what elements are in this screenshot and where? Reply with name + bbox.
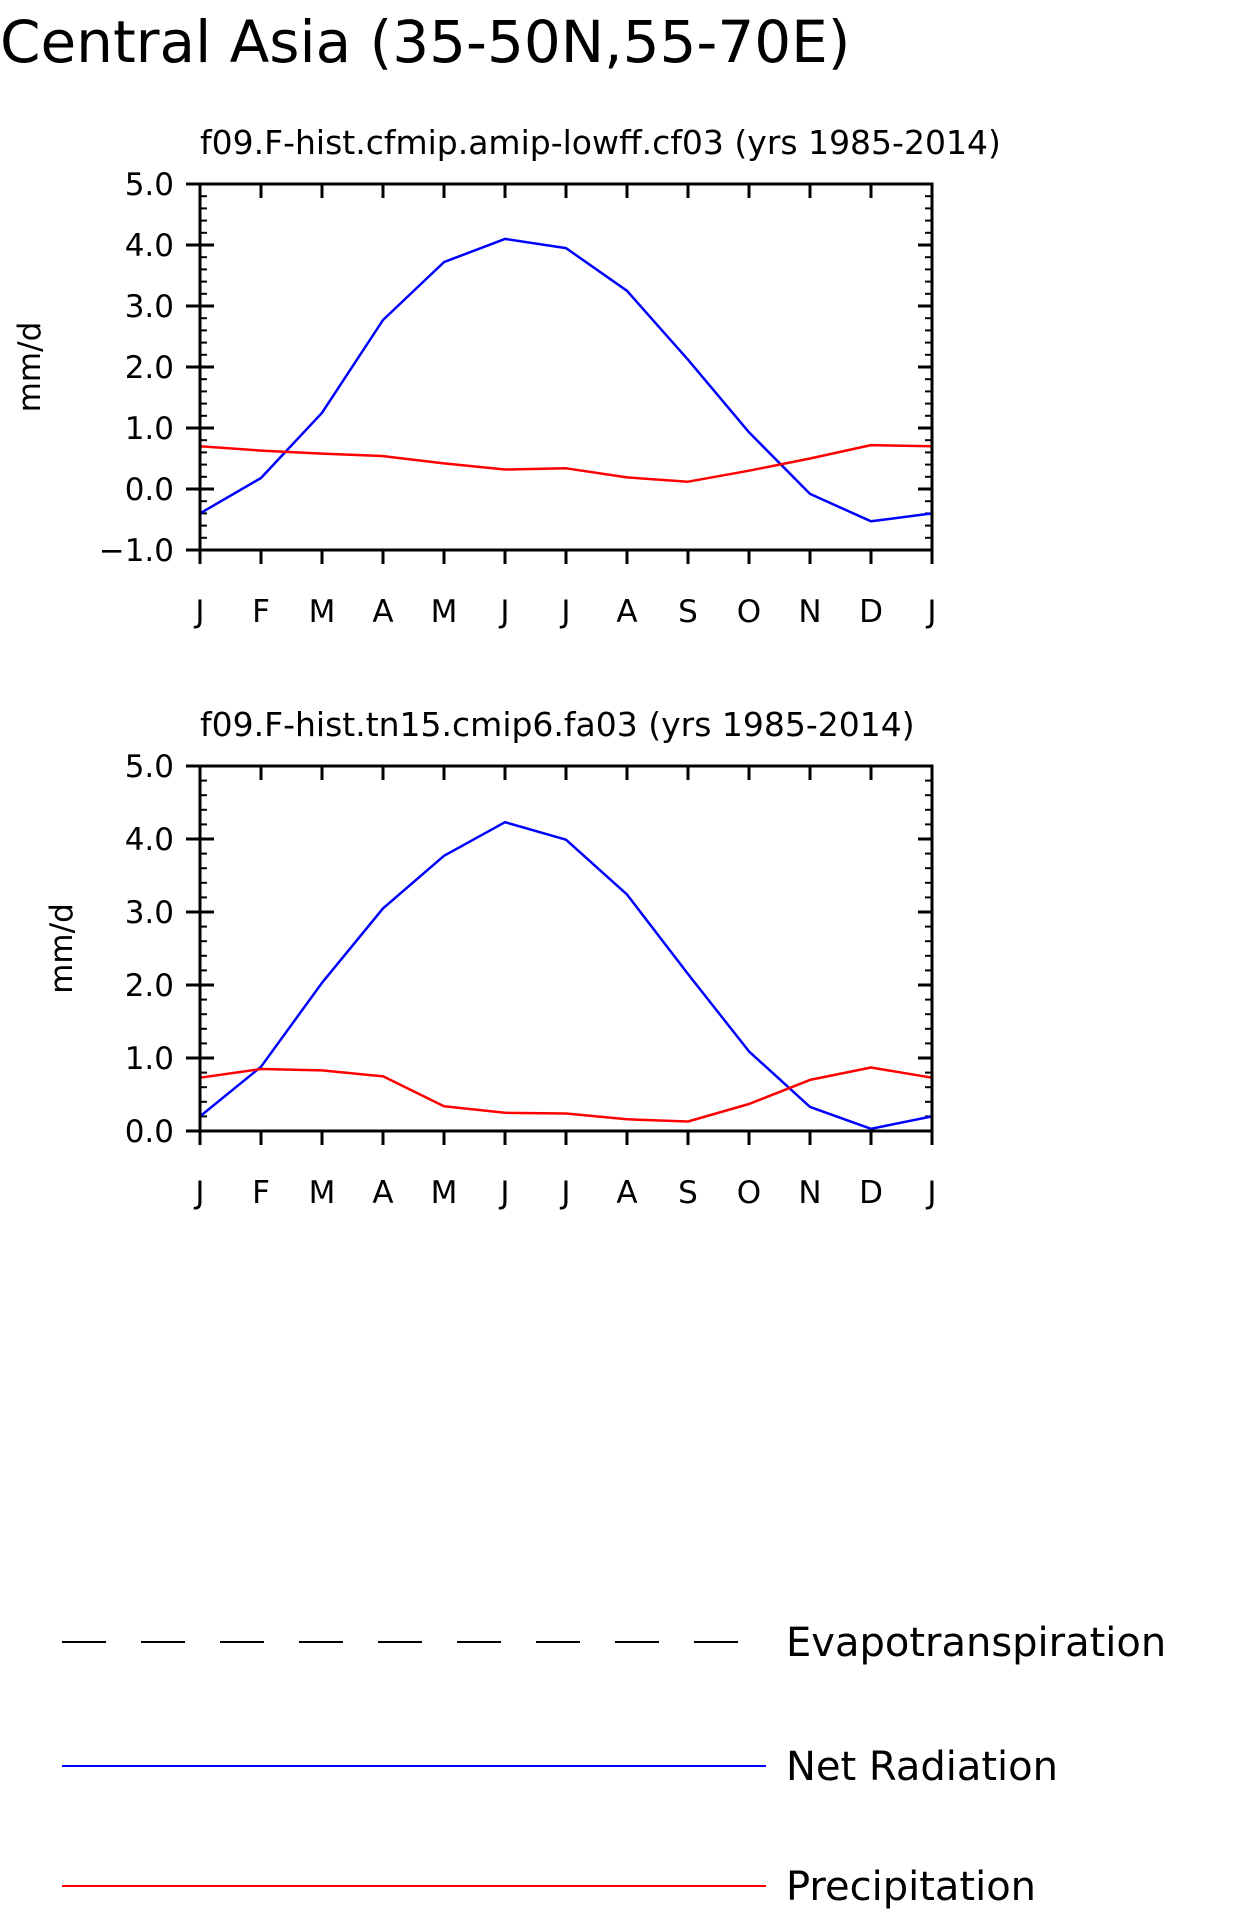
y-axis-label: mm/d bbox=[12, 322, 48, 413]
y-tick-label: −1.0 bbox=[99, 533, 174, 569]
y-axis-label: mm/d bbox=[44, 903, 80, 994]
y-tick-label: 3.0 bbox=[125, 289, 174, 325]
panel-title: f09.F-hist.cfmip.amip-lowff.cf03 (yrs 19… bbox=[200, 123, 1001, 162]
y-tick-label: 5.0 bbox=[125, 749, 174, 785]
x-tick-label: J bbox=[925, 594, 936, 630]
y-tick-label: 0.0 bbox=[125, 1114, 174, 1150]
x-tick-label: N bbox=[798, 1175, 821, 1211]
x-tick-label: O bbox=[737, 594, 761, 630]
x-tick-label: M bbox=[431, 1175, 458, 1211]
panel-title: f09.F-hist.tn15.cmip6.fa03 (yrs 1985-201… bbox=[200, 705, 915, 744]
x-tick-label: F bbox=[252, 594, 270, 630]
x-tick-label: J bbox=[559, 594, 570, 630]
x-tick-label: M bbox=[309, 1175, 336, 1211]
chart-panel-1: f09.F-hist.cfmip.amip-lowff.cf03 (yrs 19… bbox=[12, 123, 1001, 630]
x-tick-label: F bbox=[252, 1175, 270, 1211]
series-line-net-radiation bbox=[199, 820, 933, 1131]
plot-frame bbox=[198, 182, 934, 552]
x-tick-label: A bbox=[616, 594, 637, 630]
plot-frame bbox=[198, 764, 934, 1133]
x-tick-label: N bbox=[798, 594, 821, 630]
x-tick-label: O bbox=[737, 1175, 761, 1211]
x-tick-label: S bbox=[678, 1175, 698, 1211]
y-tick-label: 0.0 bbox=[125, 472, 174, 508]
x-tick-label: S bbox=[678, 594, 698, 630]
legend: Evapotranspiration Net Radiation Precipi… bbox=[62, 1620, 1166, 1910]
legend-item-net-radiation: Net Radiation bbox=[62, 1744, 1058, 1790]
series-line-precipitation bbox=[199, 1066, 933, 1123]
y-tick-label: 2.0 bbox=[125, 350, 174, 386]
legend-item-evapotranspiration: Evapotranspiration bbox=[62, 1620, 1166, 1666]
chart-panel-2: f09.F-hist.tn15.cmip6.fa03 (yrs 1985-201… bbox=[44, 705, 937, 1211]
x-tick-label: D bbox=[859, 594, 883, 630]
x-tick-label: J bbox=[498, 594, 509, 630]
series-line-net-radiation bbox=[199, 237, 933, 523]
x-tick-label: M bbox=[431, 594, 458, 630]
x-tick-label: J bbox=[498, 1175, 509, 1211]
y-tick-label: 5.0 bbox=[125, 167, 174, 203]
y-tick-label: 4.0 bbox=[125, 228, 174, 264]
y-tick-label: 1.0 bbox=[125, 411, 174, 447]
x-tick-label: J bbox=[193, 594, 204, 630]
x-tick-label: M bbox=[309, 594, 336, 630]
x-tick-label: J bbox=[193, 1175, 204, 1211]
series-line-precipitation bbox=[199, 443, 933, 483]
figure-title: Central Asia (35-50N,55-70E) bbox=[0, 8, 850, 76]
x-tick-label: D bbox=[859, 1175, 883, 1211]
y-tick-label: 1.0 bbox=[125, 1041, 174, 1077]
x-tick-label: J bbox=[559, 1175, 570, 1211]
legend-label-net-radiation: Net Radiation bbox=[786, 1744, 1058, 1790]
x-tick-label: A bbox=[372, 594, 393, 630]
legend-label-precipitation: Precipitation bbox=[786, 1864, 1036, 1910]
x-tick-label: J bbox=[925, 1175, 936, 1211]
x-tick-label: A bbox=[616, 1175, 637, 1211]
x-tick-label: A bbox=[372, 1175, 393, 1211]
y-tick-label: 4.0 bbox=[125, 822, 174, 858]
y-tick-label: 3.0 bbox=[125, 895, 174, 931]
legend-item-precipitation: Precipitation bbox=[62, 1864, 1036, 1910]
y-tick-label: 2.0 bbox=[125, 968, 174, 1004]
legend-label-evapotranspiration: Evapotranspiration bbox=[786, 1620, 1166, 1666]
